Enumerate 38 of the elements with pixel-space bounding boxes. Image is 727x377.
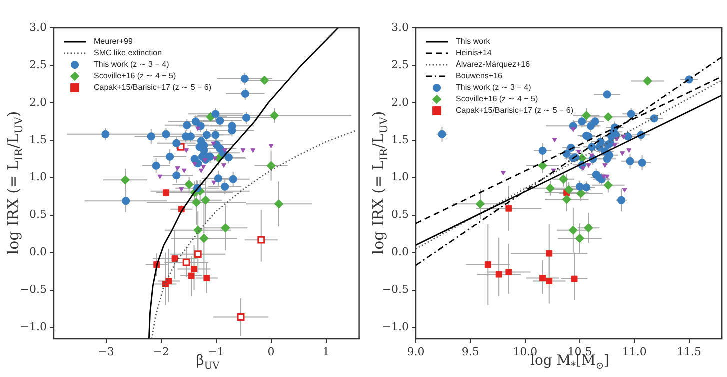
legend-label: Capak+15/Barisic+17 (z ∼ 5 − 6) — [94, 83, 212, 92]
x-tick-label: 0 — [268, 345, 275, 358]
y-tick-label: 3.0 — [392, 20, 409, 34]
y-tick-label: 1.5 — [30, 133, 47, 146]
legend-label: SMC like extinction — [94, 48, 162, 58]
legend-label: Heinis+14 — [456, 48, 492, 58]
x-tick-label: 1 — [322, 345, 330, 358]
legend-label: This work (z ∼ 3 − 4) — [94, 60, 170, 70]
y-tick-label: 2.5 — [392, 58, 409, 72]
legend-label: Bouwens+16 — [456, 72, 504, 81]
legend-label: Capak+15/Barisic+17 (z ∼ 5 − 6) — [456, 106, 574, 116]
x-tick-label: −2 — [153, 345, 170, 358]
y-tick-label: 0.0 — [30, 246, 47, 259]
legend-label: This work (z ∼ 3 − 4) — [456, 83, 532, 92]
x-tick-label: −3 — [98, 345, 114, 358]
x-tick-label: 11.5 — [677, 345, 702, 358]
y-tick-label: 0.5 — [30, 208, 47, 222]
legend-label: Scoville+16 (z ∼ 4 − 5) — [456, 94, 538, 104]
x-tick-label: 11.0 — [622, 345, 647, 358]
y-tick-label: 1.0 — [392, 170, 409, 184]
x-tick-label: 9.0 — [407, 345, 425, 358]
legend-label: Meurer+99 — [94, 37, 134, 46]
y-tick-label: 0.0 — [392, 246, 409, 259]
y-tick-label: 1.0 — [30, 170, 47, 184]
legend-label: Álvarez-Márquez+16 — [456, 60, 531, 70]
y-tick-label: 2.0 — [392, 96, 409, 109]
y-tick-label: 0.5 — [392, 208, 409, 222]
y-tick-label: 2.0 — [30, 96, 47, 109]
x-tick-label: 9.5 — [462, 345, 480, 358]
legend-label: This work — [456, 37, 492, 46]
y-tick-label: −0.5 — [382, 283, 409, 296]
y-tick-label: 2.5 — [30, 58, 47, 72]
y-tick-label: 1.5 — [392, 133, 409, 146]
y-tick-label: 3.0 — [30, 20, 47, 34]
legend-label: Scoville+16 (z ∼ 4 − 5) — [94, 72, 176, 81]
y-tick-label: −0.5 — [20, 283, 47, 296]
y-tick-label: −1.0 — [20, 320, 47, 334]
y-tick-label: −1.0 — [382, 320, 409, 334]
